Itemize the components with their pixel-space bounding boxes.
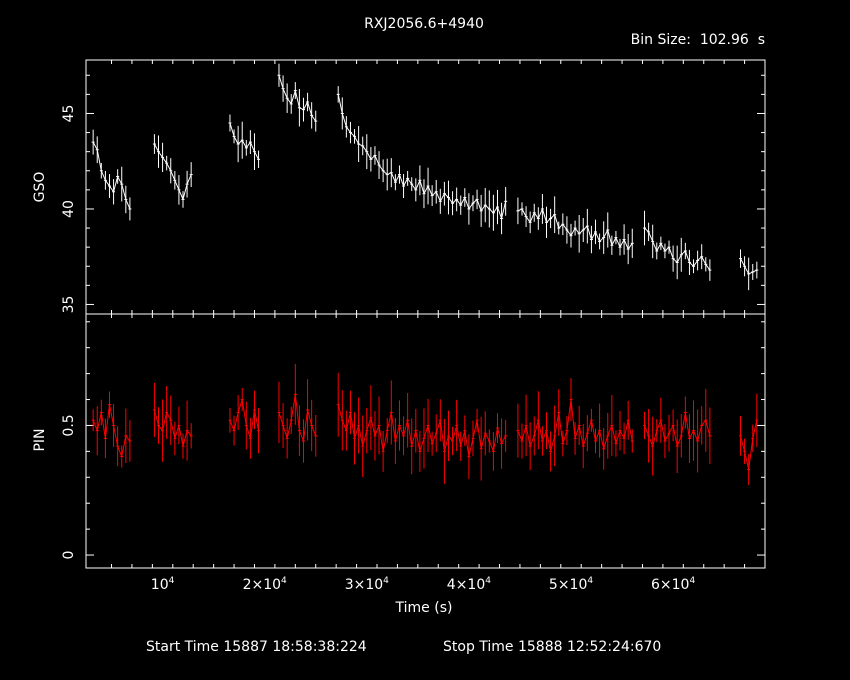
- bin-size-label: Bin Size: 102.96 s: [631, 32, 765, 48]
- pin-frame: [85, 313, 766, 569]
- gso-series-line: [278, 75, 317, 122]
- gso-frame: [85, 59, 766, 315]
- x-tick-label: 5×104: [549, 576, 593, 593]
- start-time-label: Start Time 15887 18:58:38:224: [146, 639, 367, 655]
- gso-series-line: [92, 141, 131, 210]
- gso-series-line: [337, 94, 507, 221]
- gso-y-tick-label: 45: [61, 105, 77, 123]
- gso-y-tick-label: 35: [61, 296, 77, 314]
- gso-series-line: [229, 122, 259, 160]
- x-axis-label: Time (s): [395, 600, 453, 616]
- stop-time-label: Stop Time 15888 12:52:24:670: [443, 639, 661, 655]
- pin-series-line: [337, 404, 507, 457]
- pin-series-line: [278, 394, 317, 443]
- pin-y-tick-label: 0: [61, 551, 77, 560]
- x-tick-label: 6×104: [651, 576, 695, 593]
- pin-series-line: [153, 409, 192, 447]
- x-tick-label: 3×104: [345, 576, 389, 593]
- pin-series-line: [517, 399, 633, 452]
- gso-series-line: [153, 143, 192, 201]
- x-tick-label: 2×104: [243, 576, 287, 593]
- pin-series-line: [229, 399, 260, 439]
- gso-series-line: [644, 227, 711, 271]
- pin-series-line: [644, 412, 711, 448]
- gso-y-tick-label: 40: [61, 200, 77, 218]
- pin-y-axis-label: PIN: [32, 428, 48, 451]
- pin-series-line: [92, 404, 131, 459]
- gso-panel: 35 40 45: [61, 59, 766, 315]
- pin-panel: 0 0.5 104 2×104 3×104 4×104 5×104 6×104: [61, 313, 766, 593]
- x-tick-label: 4×104: [447, 576, 491, 593]
- x-tick-label: 104: [151, 576, 175, 593]
- gso-series-line: [740, 258, 758, 275]
- pin-y-tick-label: 0.5: [61, 414, 77, 436]
- gso-series-line: [517, 207, 633, 251]
- pin-series-line: [740, 420, 758, 470]
- gso-y-axis-label: GSO: [32, 172, 48, 203]
- chart-title: RXJ2056.6+4940: [364, 16, 484, 32]
